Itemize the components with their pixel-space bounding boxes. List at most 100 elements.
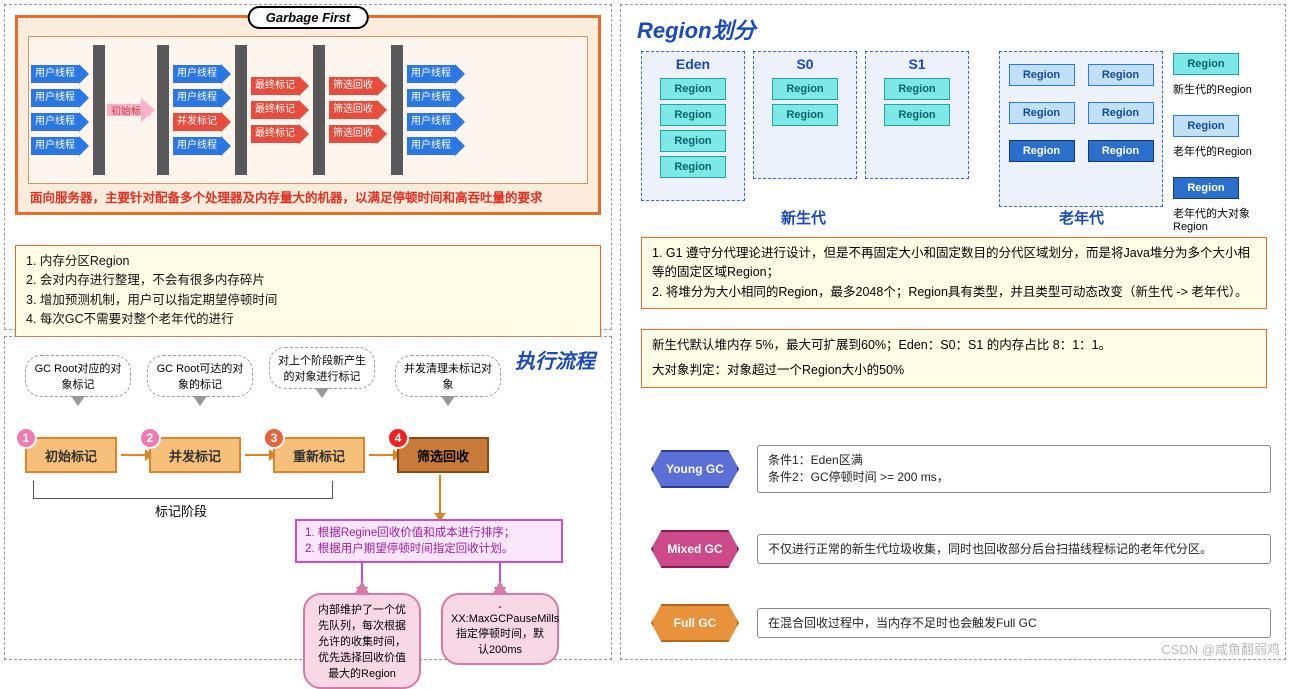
gf-diagram: Garbage First 用户线程 用户线程 用户线程 用户线程 初始标记 用…: [15, 15, 601, 215]
note-line: 2. 将堆分为大小相同的Region，最多2048个；Region具有类型，并且…: [652, 283, 1256, 302]
flow-arrow: [121, 454, 145, 456]
region-chip: Region: [1088, 64, 1154, 86]
gc-hex-mixed: Mixed GC: [651, 530, 739, 568]
purple-line: 1. 根据Regine回收价值和成本进行排序；: [305, 525, 553, 541]
purple-line: 2. 根据用户期望停顿时间指定回收计划。: [305, 541, 553, 557]
flow-arrow: [369, 454, 393, 456]
region-chip: Region: [772, 78, 838, 100]
gc-hex-full: Full GC: [651, 604, 739, 642]
thread-arrow: 用户线程: [407, 88, 465, 108]
threads-col-3: 最终标记 最终标记 最终标记: [251, 76, 309, 144]
region-chip: Region: [1088, 102, 1154, 124]
gf-title: Garbage First: [248, 6, 369, 29]
purple-note: 1. 根据Regine回收价值和成本进行排序； 2. 根据用户期望停顿时间指定回…: [295, 519, 563, 563]
evacuation-arrow: 筛选回收: [329, 124, 387, 144]
note-line: 4. 每次GC不需要对整个老年代的进行: [26, 310, 590, 329]
region-chip-humongous: Region: [1088, 140, 1154, 162]
panel-garbage-first: Garbage First 用户线程 用户线程 用户线程 用户线程 初始标记 用…: [4, 4, 612, 330]
gf-notes: 1. 内存分区Region 2. 会对内存进行整理，不会有很多内存碎片 3. 增…: [15, 245, 601, 337]
evacuation-arrow: 筛选回收: [329, 76, 387, 96]
region-chip: Region: [772, 104, 838, 126]
gf-footer-text: 面向服务器，主要针对配备多个处理器及内存量大的机器，以满足停顿时间和高吞吐量的要…: [30, 187, 586, 206]
legend-text: 老年代的大对象Region: [1173, 205, 1273, 233]
panel-region: Region划分 Eden Region Region Region Regio…: [620, 4, 1286, 660]
eden-box: Eden Region Region Region Region: [641, 51, 745, 201]
region-chip: Region: [660, 156, 726, 178]
region-legend: Region 新生代的Region Region 老年代的Region Regi…: [1173, 51, 1273, 233]
final-mark-arrow: 最终标记: [251, 100, 309, 120]
step-2: 2并发标记: [149, 437, 241, 473]
note-line: 新生代默认堆内存 5%，最大可扩展到60%；Eden：S0：S1 的内存占比 8…: [652, 336, 1256, 355]
concurrent-mark-arrow: 并发标记: [173, 112, 231, 132]
bracket-mark-phase: [33, 481, 333, 499]
threads-col-4: 筛选回收 筛选回收 筛选回收: [329, 76, 387, 144]
region-chip: Region: [1009, 102, 1075, 124]
threads-col-2: 用户线程 用户线程 并发标记 用户线程: [173, 64, 231, 156]
region-chip: Region: [884, 104, 950, 126]
thread-arrow: 用户线程: [31, 88, 89, 108]
s0-label: S0: [754, 56, 856, 72]
region-note-1: 1. G1 遵守分代理论进行设计，但是不再固定大小和固定数目的分代区域划分，而是…: [641, 237, 1267, 309]
region-chip: Region: [660, 78, 726, 100]
pink-box-1: 内部维护了一个优先队列，每次根据允许的收集时间，优先选择回收价值最大的Regio…: [303, 593, 421, 689]
gc-row-mixed: Mixed GC 不仅进行正常的新生代垃圾收集，同时也回收部分后台扫描线程标记的…: [651, 523, 1271, 575]
down-arrow: [439, 475, 441, 513]
final-mark-arrow: 最终标记: [251, 76, 309, 96]
legend-chip-old: Region: [1173, 115, 1239, 137]
region-chip-humongous: Region: [1009, 140, 1075, 162]
note-line: 1. 内存分区Region: [26, 252, 590, 271]
watermark: CSDN @咸鱼翻弱鸡: [1161, 639, 1280, 658]
stw-barrier: [157, 45, 169, 175]
stw-barrier: [391, 45, 403, 175]
evacuation-arrow: 筛选回收: [329, 100, 387, 120]
legend-chip-humongous: Region: [1173, 177, 1239, 199]
pink-box-2: -XX:MaxGCPauseMills 指定停顿时间，默认200ms: [441, 593, 559, 665]
flow-bubble-3: 对上个阶段新产生的对象进行标记: [269, 347, 375, 389]
step-1: 1初始标记: [25, 437, 117, 473]
phase-arrow-1: 初始标记: [107, 98, 155, 122]
flow-bubble-1: GC Root对应的对象标记: [25, 355, 131, 397]
s0-box: S0 Region Region: [753, 51, 857, 179]
region-chip: Region: [1009, 64, 1075, 86]
bracket-label: 标记阶段: [155, 501, 207, 520]
note-line: 大对象判定：对象超过一个Region大小的50%: [652, 361, 1256, 380]
region-chip: Region: [660, 130, 726, 152]
flow-title: 执行流程: [515, 345, 595, 374]
old-gen-label: 老年代: [1059, 207, 1104, 228]
legend-text: 新生代的Region: [1173, 81, 1273, 97]
final-mark-arrow: 最终标记: [251, 124, 309, 144]
young-gen-label: 新生代: [781, 207, 826, 228]
thread-arrow: 用户线程: [407, 112, 465, 132]
region-title: Region划分: [637, 13, 756, 45]
flow-bubble-4: 并发清理未标记对象: [395, 355, 501, 397]
s1-box: S1 Region Region: [865, 51, 969, 179]
region-note-2: 新生代默认堆内存 5%，最大可扩展到60%；Eden：S0：S1 的内存占比 8…: [641, 329, 1267, 388]
flow-steps: 1初始标记 2并发标记 3重新标记 4筛选回收: [25, 437, 489, 473]
s1-label: S1: [866, 56, 968, 72]
note-line: 1. G1 遵守分代理论进行设计，但是不再固定大小和固定数目的分代区域划分，而是…: [652, 244, 1256, 283]
stw-barrier: [93, 45, 105, 175]
thread-arrow: 用户线程: [407, 136, 465, 156]
step-4: 4筛选回收: [397, 437, 489, 473]
thread-arrow: 用户线程: [173, 88, 231, 108]
gc-hex-young: Young GC: [651, 450, 739, 488]
gc-text-mixed: 不仅进行正常的新生代垃圾收集，同时也回收部分后台扫描线程标记的老年代分区。: [757, 534, 1271, 565]
flow-arrow: [245, 454, 269, 456]
thread-arrow: 用户线程: [31, 136, 89, 156]
threads-col-5: 用户线程 用户线程 用户线程 用户线程: [407, 64, 465, 156]
flow-bubble-2: GC Root可达的对象的标记: [147, 355, 253, 397]
thread-arrow: 用户线程: [407, 64, 465, 84]
young-gen-area: Eden Region Region Region Region S0 Regi…: [641, 51, 975, 231]
panel-exec-flow: 执行流程 GC Root对应的对象标记 GC Root可达的对象的标记 对上个阶…: [4, 336, 612, 660]
stw-barrier: [235, 45, 247, 175]
region-chip: Region: [884, 78, 950, 100]
old-gen-area: Region Region Region Region Region Regio…: [999, 51, 1163, 207]
gc-row-young: Young GC 条件1：Eden区满 条件2：GC停顿时间 >= 200 ms…: [651, 443, 1271, 495]
note-line: 2. 会对内存进行整理，不会有很多内存碎片: [26, 271, 590, 290]
gf-timeline: 用户线程 用户线程 用户线程 用户线程 初始标记 用户线程 用户线程 并发标记 …: [28, 36, 588, 184]
stw-barrier: [313, 45, 325, 175]
region-chip: Region: [660, 104, 726, 126]
legend-text: 老年代的Region: [1173, 143, 1273, 159]
gc-text-young: 条件1：Eden区满 条件2：GC停顿时间 >= 200 ms，: [757, 445, 1271, 493]
threads-col-1: 用户线程 用户线程 用户线程 用户线程: [31, 64, 89, 156]
